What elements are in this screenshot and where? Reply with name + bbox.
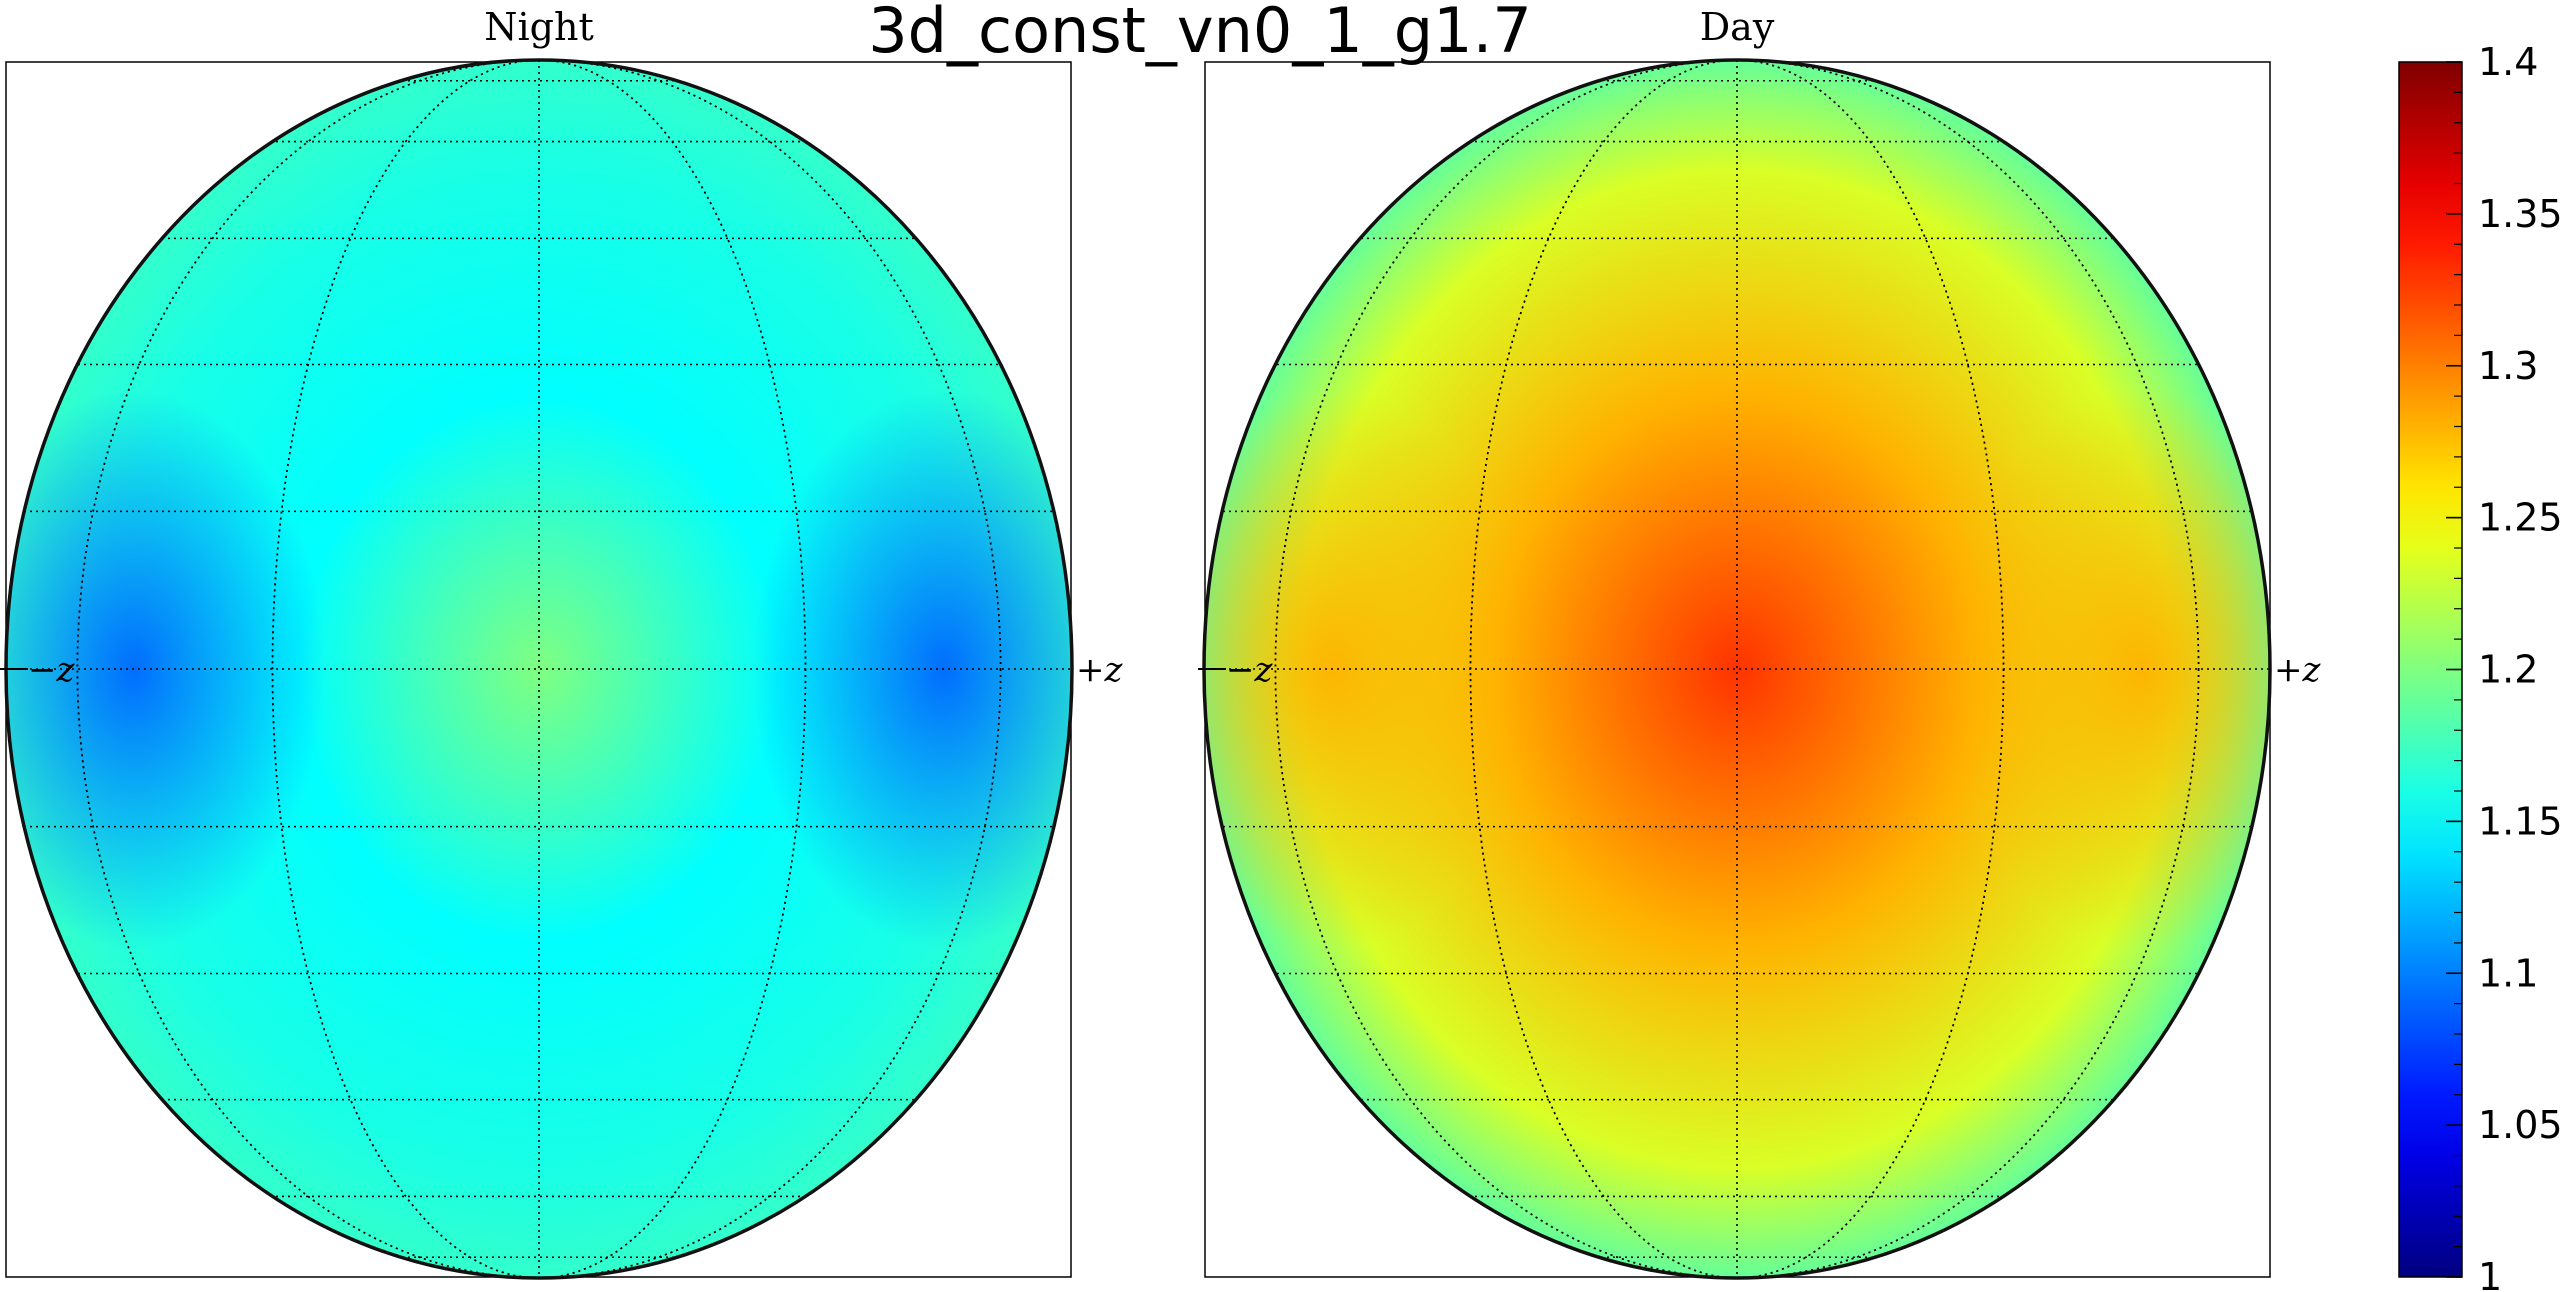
colorbar: 1 1.05 1.1 1.15 1.2 1.25 1.3 1.35 1.4 (2398, 40, 2563, 1292)
minus-z-label: −z (28, 650, 75, 690)
meridian-line (1469, 60, 2005, 1278)
minus-z-label: −z (1226, 650, 1273, 690)
meridian-line (271, 60, 807, 1278)
colorbar-tick-label: 1.05 (2478, 1103, 2563, 1147)
panel-title: Night (484, 5, 593, 49)
panel-day: Day −z +z (1198, 5, 2321, 1280)
plus-z-label: +z (1076, 650, 1123, 690)
graticule (1205, 60, 2270, 1278)
colorbar-tick-label: 1.4 (2478, 40, 2538, 84)
colorbar-tick-label: 1.3 (2478, 344, 2538, 388)
colorbar-tick-label: 1.15 (2478, 799, 2563, 843)
colorbar-tick-label: 1.35 (2478, 192, 2563, 236)
colorbar-tick-label: 1.25 (2478, 496, 2563, 540)
colorbar-tick-label: 1.1 (2478, 951, 2538, 995)
colorbar-tick-label: 1.2 (2478, 648, 2538, 692)
surface-lobe-right (752, 388, 1072, 950)
panel-night: Night −z +z (0, 5, 1123, 1280)
panel-title: Day (1700, 5, 1775, 49)
colorbar-tick-label: 1 (2478, 1255, 2502, 1292)
meridian-line (76, 60, 1002, 1278)
figure-title: 3d_const_vn0_1_g1.7 (868, 0, 1532, 67)
graticule (6, 60, 1071, 1278)
plus-z-label: +z (2274, 650, 2321, 690)
meridian-line (1274, 60, 2200, 1278)
